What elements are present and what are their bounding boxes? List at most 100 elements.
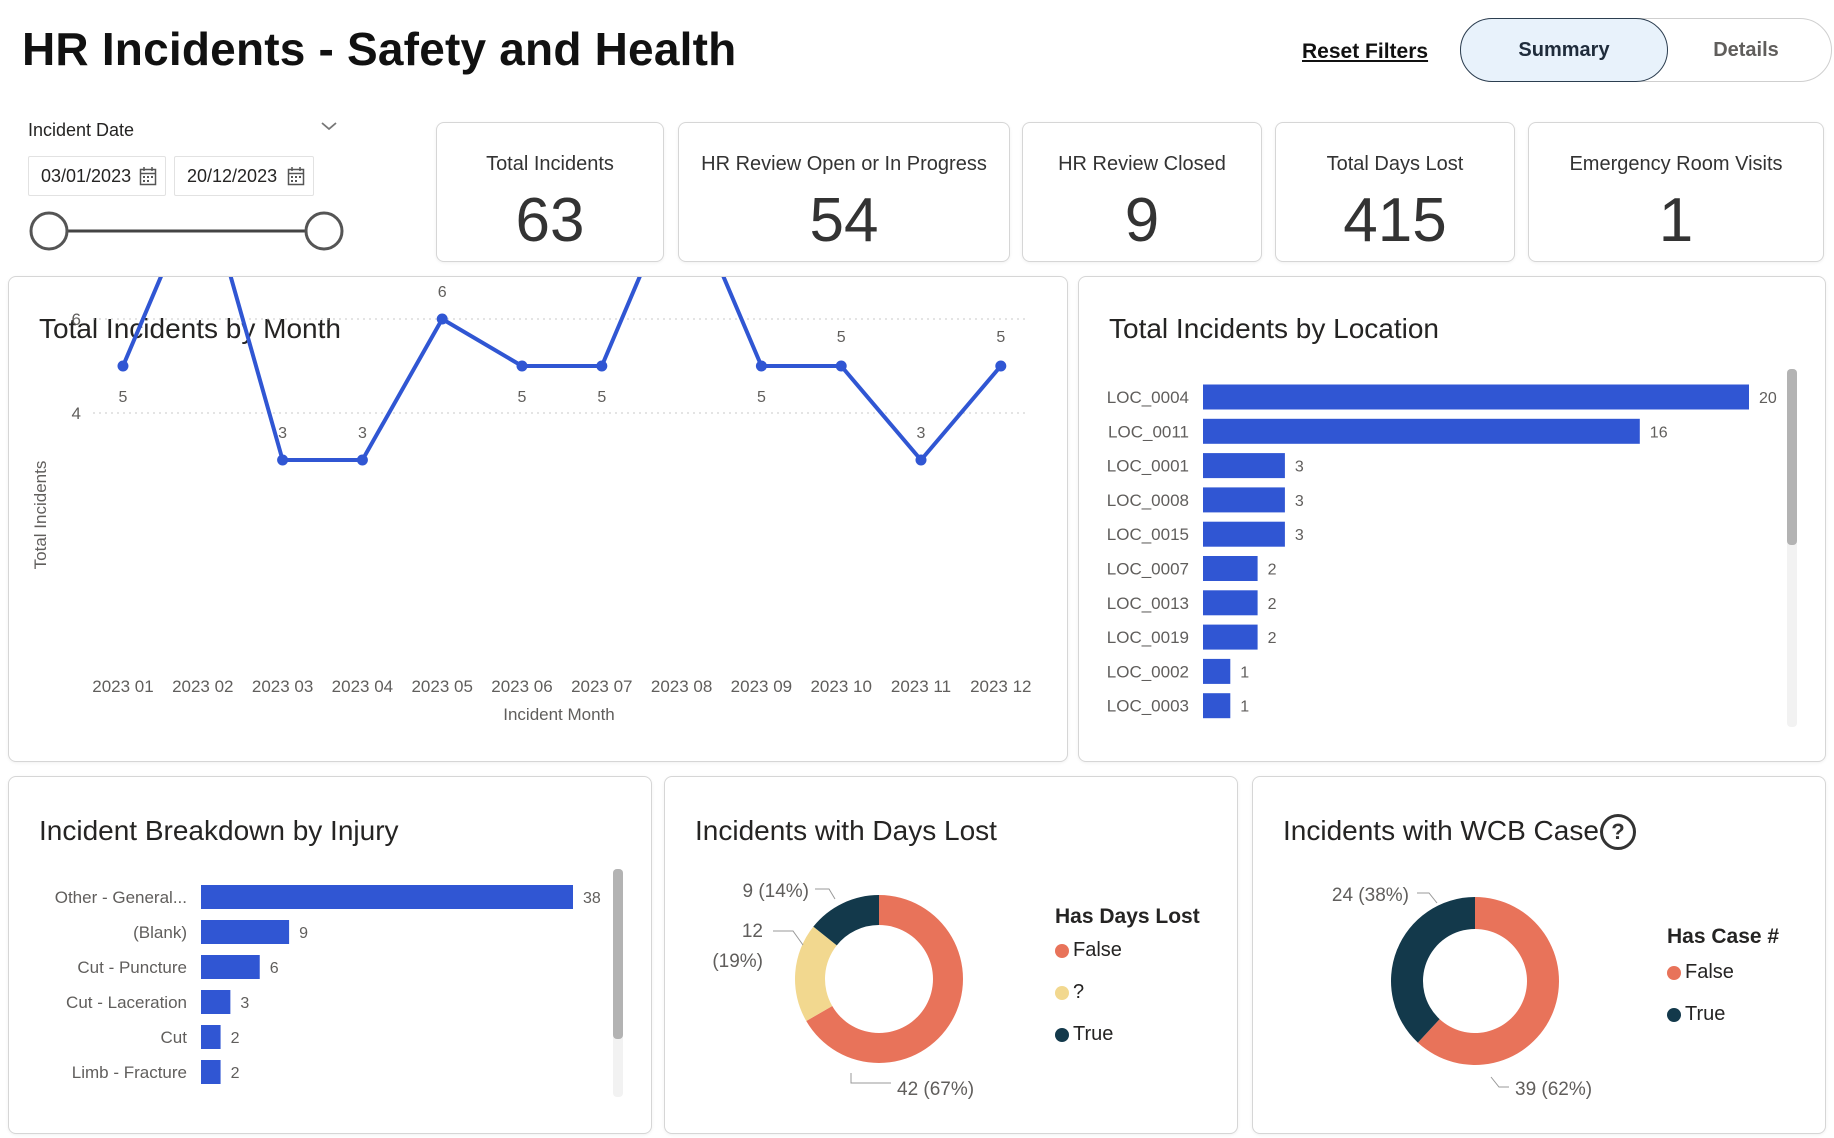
data-label: 2	[1268, 596, 1277, 613]
legend-item-false[interactable]: False	[1055, 939, 1122, 962]
scrollbar-thumb[interactable]	[1787, 369, 1797, 545]
leader-line	[850, 1073, 891, 1084]
end-date-input[interactable]: 20/12/2023	[174, 156, 314, 196]
legend-item-true[interactable]: True	[1055, 1023, 1113, 1046]
bar	[201, 1025, 221, 1049]
x-tick-label: 2023 04	[332, 677, 393, 696]
data-label: 5	[837, 329, 846, 346]
reset-filters-button[interactable]: Reset Filters	[1302, 40, 1429, 63]
data-label: 5	[996, 329, 1005, 346]
y-axis-label: Total Incidents	[31, 461, 50, 570]
data-label: 38	[583, 890, 601, 907]
data-label: 3	[1295, 493, 1304, 510]
incidents-with-wcb-case-card: Incidents with WCB Case 39 (62%) 24 (38%)…	[1252, 776, 1826, 1134]
data-label: 9 (14%)	[742, 881, 809, 902]
x-tick-label: 2023 09	[731, 677, 792, 696]
data-label: 3	[278, 425, 287, 442]
data-label: 16	[1650, 424, 1668, 441]
bar	[1203, 487, 1285, 513]
data-label: 3	[1295, 459, 1304, 476]
help-icon[interactable]: ?	[1600, 814, 1636, 850]
injury-bar-chart[interactable]: Other - General... 38 (Blank) 9 Cut - Punctu…	[9, 777, 649, 1133]
data-point	[995, 360, 1007, 372]
data-point	[117, 360, 129, 372]
location-bar-chart[interactable]: LOC_0004 20 LOC_0011 16 LOC_0001 3 LOC_0008 3 LO…	[1079, 277, 1819, 761]
bar	[201, 990, 231, 1014]
x-tick-label: 2023 05	[411, 677, 472, 696]
legend-item-true[interactable]: True	[1667, 1003, 1725, 1026]
data-point	[516, 360, 528, 372]
bar	[1203, 658, 1231, 684]
data-label: 2	[1268, 630, 1277, 647]
kpi-value: 1	[1658, 186, 1694, 255]
legend-label: True	[1685, 1003, 1726, 1025]
leader-line	[815, 888, 836, 900]
tab-details[interactable]: Details	[1713, 38, 1779, 61]
data-label: 42 (67%)	[897, 1079, 974, 1100]
legend-label: False	[1073, 939, 1122, 961]
legend-dot	[1055, 943, 1069, 958]
legend-item-unknown[interactable]: ?	[1055, 981, 1084, 1004]
start-date-input[interactable]: 03/01/2023	[28, 156, 166, 196]
data-point	[835, 360, 847, 372]
bar	[201, 920, 290, 944]
days-lost-donut-chart[interactable]: 42 (67%) 12 (19%) 9 (14%)	[665, 777, 1065, 1133]
chevron-down-icon[interactable]	[318, 118, 340, 134]
data-label: 24 (38%)	[1332, 885, 1409, 906]
data-label: 3	[358, 425, 367, 442]
bar	[1203, 453, 1285, 479]
data-label: 2	[231, 1065, 240, 1082]
data-label: 5	[757, 389, 766, 406]
data-label: 6	[438, 284, 447, 301]
donut-slice	[795, 926, 837, 1021]
wcb-case-donut-chart[interactable]: 39 (62%) 24 (38%)	[1253, 777, 1653, 1133]
data-point	[915, 454, 927, 466]
y-tick-label: 4	[72, 404, 81, 423]
category-label: Other - General...	[55, 888, 187, 907]
chart-title: Total Incidents by Location	[1109, 313, 1439, 344]
incidents-by-location-card: Total Incidents by Location LOC_0004 20 LO…	[1078, 276, 1826, 762]
category-label: LOC_0004	[1107, 388, 1189, 407]
x-tick-label: 2023 03	[252, 677, 313, 696]
scrollbar[interactable]	[1787, 369, 1797, 727]
start-date-value: 03/01/2023	[41, 165, 132, 186]
end-date-value: 20/12/2023	[187, 165, 278, 186]
donut-slice	[1391, 897, 1475, 1043]
bar	[201, 955, 260, 979]
data-label: 12	[742, 921, 763, 942]
data-label: 3	[1295, 527, 1304, 544]
category-label: Cut - Puncture	[77, 958, 187, 977]
chart-title: Incidents with Days Lost	[695, 815, 997, 846]
legend-dot	[1667, 965, 1681, 980]
category-label: LOC_0011	[1108, 422, 1189, 441]
kpi-label: HR Review Closed	[1058, 153, 1226, 175]
slider-end-handle[interactable]	[304, 211, 344, 251]
donut-slice	[1417, 897, 1559, 1065]
bar	[1203, 556, 1258, 581]
kpi-total-days-lost: Total Days Lost 415	[1275, 122, 1515, 262]
x-tick-label: 2023 07	[571, 677, 632, 696]
scrollbar-thumb[interactable]	[613, 869, 623, 1039]
legend-label: True	[1073, 1023, 1114, 1045]
scrollbar[interactable]	[613, 869, 623, 1097]
chart-title: Incident Breakdown by Injury	[39, 815, 399, 846]
bar	[201, 885, 573, 909]
date-range-slider[interactable]	[26, 208, 348, 254]
legend-dot	[1055, 985, 1069, 1000]
calendar-icon[interactable]	[287, 166, 305, 186]
incident-date-label: Incident Date	[28, 120, 135, 140]
legend-item-false[interactable]: False	[1667, 961, 1734, 984]
kpi-value: 54	[809, 186, 879, 255]
x-tick-label: 2023 08	[651, 677, 712, 696]
tab-summary[interactable]: Summary	[1460, 18, 1668, 82]
data-point	[436, 313, 448, 325]
bar	[1203, 624, 1258, 650]
data-label: (19%)	[712, 951, 763, 972]
legend-title: Has Case #	[1667, 925, 1780, 948]
view-toggle: Summary Details	[1460, 18, 1832, 82]
data-label: 1	[1240, 699, 1249, 716]
slider-start-handle[interactable]	[29, 211, 69, 251]
calendar-icon[interactable]	[139, 166, 157, 186]
data-label: 20	[1759, 390, 1777, 407]
